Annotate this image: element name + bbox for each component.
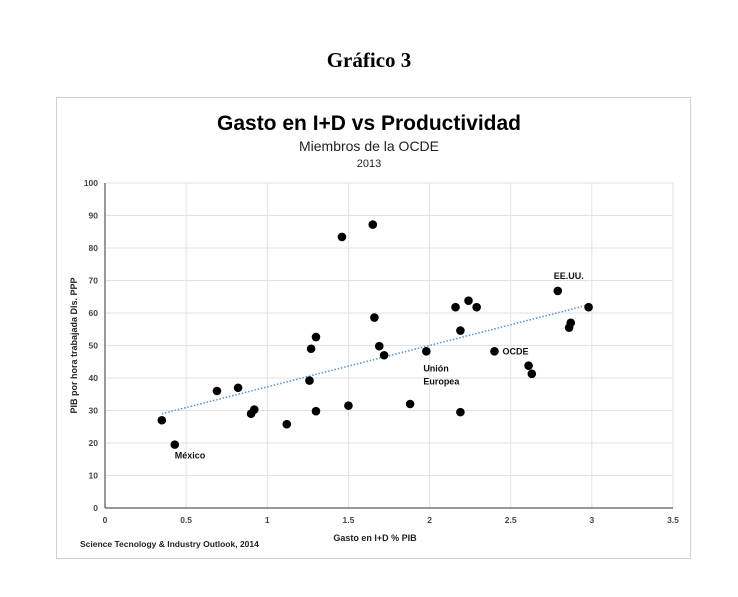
data-point: [451, 302, 460, 312]
y-tick-label: 10: [89, 471, 99, 481]
y-tick-label: 50: [89, 341, 99, 351]
data-point: [233, 383, 243, 393]
data-point: [311, 406, 321, 416]
data-point: [344, 401, 353, 410]
data-point: [212, 386, 222, 396]
data-point: [527, 369, 537, 379]
y-axis-label: PIB por hora trabajada Dls. PPP: [69, 277, 79, 413]
data-point: [306, 344, 316, 354]
data-point: [374, 341, 384, 351]
point-label: OCDE: [502, 346, 528, 356]
data-point: [405, 399, 415, 409]
data-point: [379, 350, 389, 360]
point-label: Europea: [423, 376, 460, 386]
x-tick-label: 2: [427, 515, 432, 525]
x-tick-label: 0: [103, 515, 108, 525]
x-tick-label: 3: [589, 515, 594, 525]
data-point: [524, 361, 533, 370]
trendline: [161, 304, 589, 415]
data-point: [553, 286, 563, 296]
data-point: [311, 332, 321, 342]
y-tick-label: 20: [89, 438, 99, 448]
x-tick-label: 1.5: [343, 515, 355, 525]
data-point: [368, 220, 378, 229]
data-point: [157, 415, 167, 425]
y-tick-label: 80: [89, 243, 99, 253]
data-point: [282, 419, 292, 429]
y-tick-label: 40: [89, 373, 99, 383]
figure-title: Gráfico 3: [326, 48, 412, 72]
data-point: [490, 347, 499, 356]
chart-frame: [56, 97, 691, 559]
data-point: [456, 407, 465, 417]
data-point: [584, 302, 593, 312]
y-tick-label: 90: [89, 211, 99, 221]
data-point: [422, 347, 431, 356]
data-point: [170, 440, 180, 449]
data-point: [370, 313, 379, 322]
data-point: [472, 302, 481, 312]
x-tick-label: 0.5: [180, 515, 192, 525]
chart-subtitle: Miembros de la OCDE: [299, 138, 439, 154]
x-tick-label: 1: [265, 515, 270, 525]
chart-title: Gasto en I+D vs Productividad: [217, 112, 521, 135]
data-point: [305, 376, 314, 385]
point-label: México: [175, 451, 206, 461]
x-tick-label: 2.5: [505, 515, 517, 525]
x-tick-label: 3.5: [667, 515, 679, 525]
y-tick-label: 60: [89, 308, 99, 318]
data-point: [456, 326, 465, 335]
y-tick-label: 100: [84, 178, 98, 188]
point-label: Unión: [423, 363, 449, 373]
y-tick-label: 0: [93, 503, 98, 513]
data-point: [566, 318, 576, 328]
y-tick-label: 30: [89, 406, 99, 416]
x-axis-label: Gasto en I+D % PIB: [333, 533, 417, 543]
data-point: [337, 232, 347, 242]
source-note: Science Tecnology & Industry Outlook, 20…: [80, 539, 259, 549]
chart-year: 2013: [357, 158, 381, 170]
point-label: EE.UU.: [554, 271, 584, 281]
y-tick-label: 70: [89, 276, 99, 286]
data-point: [464, 296, 473, 305]
data-point: [250, 405, 259, 414]
